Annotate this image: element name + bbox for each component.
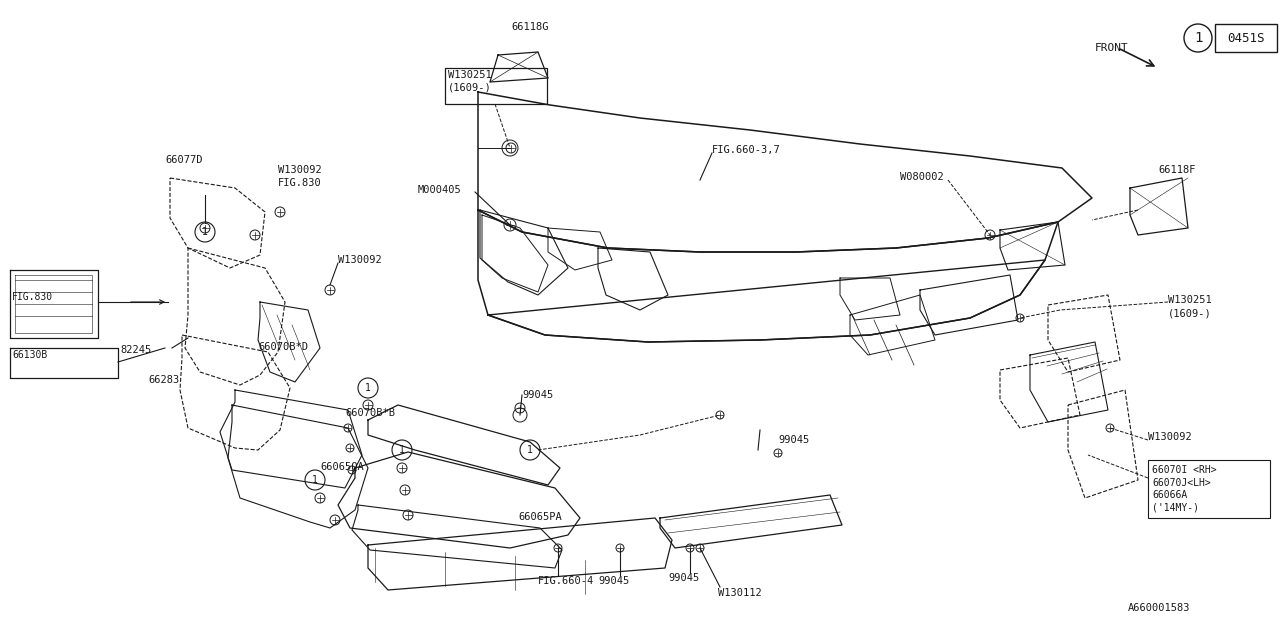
Text: 1: 1 [202, 227, 207, 237]
Text: 66077D: 66077D [165, 155, 202, 165]
Text: W130112: W130112 [718, 588, 762, 598]
Text: (1609-): (1609-) [1169, 308, 1212, 318]
Text: W130092: W130092 [338, 255, 381, 265]
Text: 99045: 99045 [522, 390, 553, 400]
Bar [1148, 460, 1270, 518]
Text: 1: 1 [527, 445, 532, 455]
Text: 1: 1 [365, 383, 371, 393]
Text: W080002: W080002 [900, 172, 943, 182]
Text: FIG.660-3,7: FIG.660-3,7 [712, 145, 781, 155]
Text: A660001583: A660001583 [1128, 603, 1190, 613]
Text: 66283: 66283 [148, 375, 179, 385]
Text: ('14MY-): ('14MY-) [1152, 502, 1199, 512]
Text: 0451S: 0451S [1228, 31, 1265, 45]
Text: W130092: W130092 [1148, 432, 1192, 442]
Bar [1215, 24, 1277, 52]
Text: 1: 1 [312, 475, 317, 485]
Text: 66070J<LH>: 66070J<LH> [1152, 478, 1211, 488]
Text: 66065PA: 66065PA [518, 512, 562, 522]
Text: 1: 1 [1194, 31, 1202, 45]
Text: M000405: M000405 [419, 185, 462, 195]
Text: 66070I <RH>: 66070I <RH> [1152, 465, 1216, 475]
Bar [445, 68, 547, 104]
Text: 99045: 99045 [668, 573, 699, 583]
Text: 66118G: 66118G [511, 22, 549, 32]
Text: 82245: 82245 [120, 345, 151, 355]
Text: FRONT: FRONT [1094, 43, 1129, 53]
Text: FIG.660-4: FIG.660-4 [538, 576, 594, 586]
Text: W130092: W130092 [278, 165, 321, 175]
Text: 66130B: 66130B [12, 350, 47, 360]
Text: W130251: W130251 [1169, 295, 1212, 305]
Text: 66066A: 66066A [1152, 490, 1188, 500]
Text: 99045: 99045 [598, 576, 630, 586]
Text: FIG.830: FIG.830 [12, 292, 54, 302]
Text: 99045: 99045 [778, 435, 809, 445]
Text: 66118F: 66118F [1158, 165, 1196, 175]
Text: 66065QA: 66065QA [320, 462, 364, 472]
Text: 66070B*B: 66070B*B [346, 408, 396, 418]
Text: 1: 1 [399, 445, 404, 455]
Text: (1609-): (1609-) [448, 82, 492, 92]
Text: 66070B*D: 66070B*D [259, 342, 308, 352]
Text: W130251: W130251 [448, 70, 492, 80]
Text: FIG.830: FIG.830 [278, 178, 321, 188]
